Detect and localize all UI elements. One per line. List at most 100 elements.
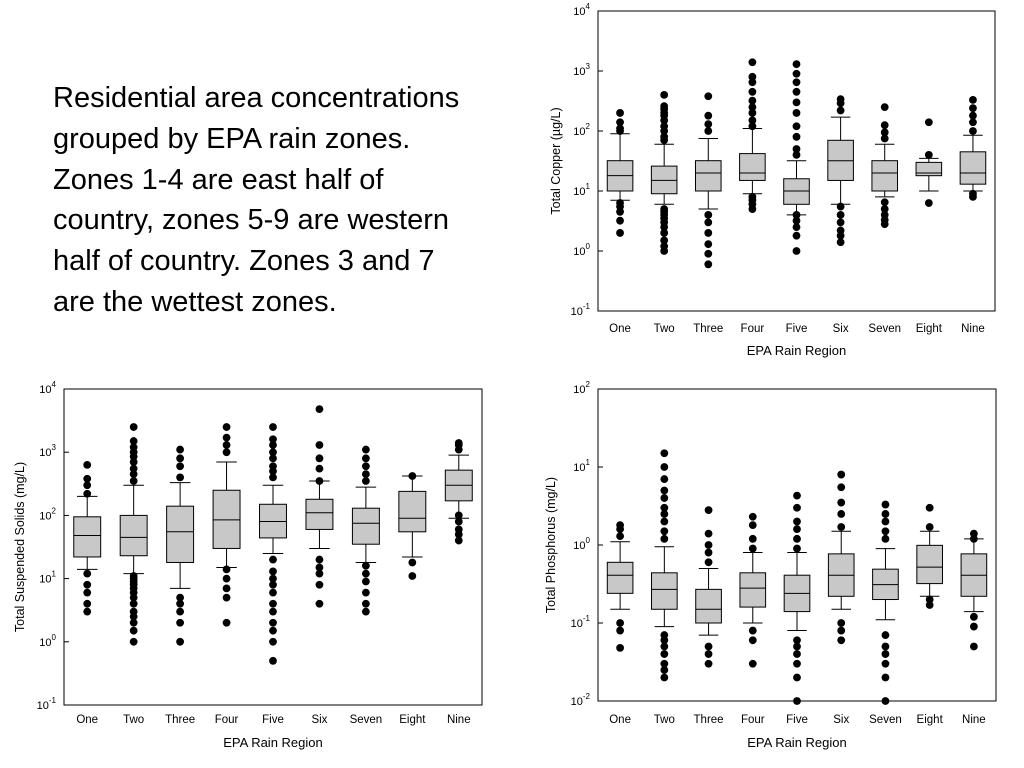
y-tick-label-base: 10	[39, 574, 51, 586]
outlier-point	[837, 523, 846, 531]
outlier-point	[880, 210, 889, 219]
outlier-point	[837, 483, 846, 492]
outlier-point	[222, 448, 231, 457]
outlier-point	[881, 697, 890, 705]
outlier-point	[880, 198, 889, 207]
outlier-point	[222, 441, 231, 449]
y-axis-title: Total Suspended Solids (mg/L)	[13, 462, 27, 632]
outlier-point	[269, 555, 277, 564]
x-tick-label: Two	[654, 323, 675, 335]
x-axis-title: EPA Rain Region	[747, 735, 847, 750]
outlier-point	[881, 631, 890, 639]
outlier-point	[269, 626, 277, 635]
y-tick-label-exponent: 4	[586, 2, 591, 11]
y-tick-label: 101	[573, 458, 590, 474]
outlier-point	[361, 588, 370, 597]
outlier-point	[969, 189, 977, 198]
box-two	[650, 90, 678, 255]
outlier-point	[837, 510, 846, 518]
outlier-point	[176, 599, 185, 608]
outlier-point	[269, 580, 277, 589]
outlier-point	[660, 463, 669, 471]
outlier-point	[269, 567, 277, 576]
outlier-point	[222, 433, 231, 442]
outlier-point	[660, 494, 669, 502]
outlier-point	[881, 650, 890, 658]
y-tick-label: 10-1	[571, 302, 591, 318]
outlier-point	[315, 563, 324, 572]
outlier-point	[924, 199, 933, 207]
outlier-point	[880, 103, 889, 112]
outlier-point	[269, 637, 277, 646]
box-eight	[915, 118, 943, 207]
outlier-point	[704, 127, 713, 135]
outlier-point	[748, 636, 757, 645]
box-iqr	[739, 153, 766, 181]
outlier-point	[924, 150, 933, 159]
outlier-point	[881, 642, 890, 651]
outlier-point	[660, 673, 669, 682]
y-tick-label-base: 10	[571, 696, 583, 708]
outlier-point	[129, 464, 138, 473]
outlier-point	[748, 192, 757, 201]
outlier-point	[222, 618, 231, 627]
outlier-point	[881, 500, 890, 509]
outlier-point	[748, 512, 757, 521]
outlier-point	[793, 525, 801, 533]
x-tick-label: Two	[654, 714, 675, 726]
outlier-point	[129, 470, 138, 479]
outlier-point	[315, 405, 324, 414]
outlier-point	[660, 642, 669, 651]
y-tick-label-base: 10	[39, 384, 51, 396]
y-tick-label-base: 10	[573, 540, 585, 552]
outlier-point	[792, 145, 801, 153]
outlier-point	[837, 619, 846, 627]
outlier-point	[83, 580, 92, 589]
outlier-point	[792, 210, 801, 219]
outlier-point	[704, 218, 713, 227]
outlier-point	[748, 521, 757, 529]
outlier-point	[660, 517, 669, 526]
outlier-point	[269, 423, 277, 431]
outlier-point	[315, 441, 324, 449]
box-five	[259, 423, 287, 665]
outlier-point	[748, 659, 757, 668]
y-tick-label-base: 10	[39, 637, 51, 649]
outlier-point	[748, 544, 757, 553]
box-iqr	[959, 151, 987, 185]
outlier-point	[660, 236, 669, 245]
x-tick-label: One	[76, 714, 98, 726]
y-tick-label: 103	[573, 62, 590, 78]
outlier-point	[454, 536, 463, 545]
y-tick-label-exponent: -1	[583, 614, 591, 623]
outlier-point	[129, 443, 138, 452]
outlier-point	[704, 240, 713, 249]
outlier-point	[748, 87, 757, 96]
outlier-point	[454, 511, 463, 520]
outlier-point	[361, 470, 370, 479]
outlier-point	[925, 601, 934, 609]
outlier-point	[269, 462, 277, 471]
outlier-point	[176, 618, 185, 627]
outlier-point	[83, 481, 92, 490]
outlier-point	[704, 558, 713, 567]
outlier-point	[269, 607, 277, 616]
y-tick-label-base: 10	[573, 66, 585, 78]
box-seven	[872, 500, 899, 705]
outlier-point	[361, 445, 370, 454]
outlier-point	[222, 574, 231, 583]
x-tick-label: Two	[123, 714, 144, 726]
outlier-point	[176, 462, 185, 471]
outlier-point	[924, 118, 933, 127]
x-tick-label: One	[609, 323, 631, 335]
box-iqr	[351, 507, 380, 545]
outlier-point	[616, 229, 624, 237]
outlier-point	[704, 541, 713, 549]
outlier-point	[361, 569, 370, 578]
outlier-point	[176, 445, 185, 454]
y-tick-label-base: 10	[37, 700, 49, 712]
outlier-point	[793, 517, 801, 526]
y-tick-label: 101	[39, 570, 56, 586]
